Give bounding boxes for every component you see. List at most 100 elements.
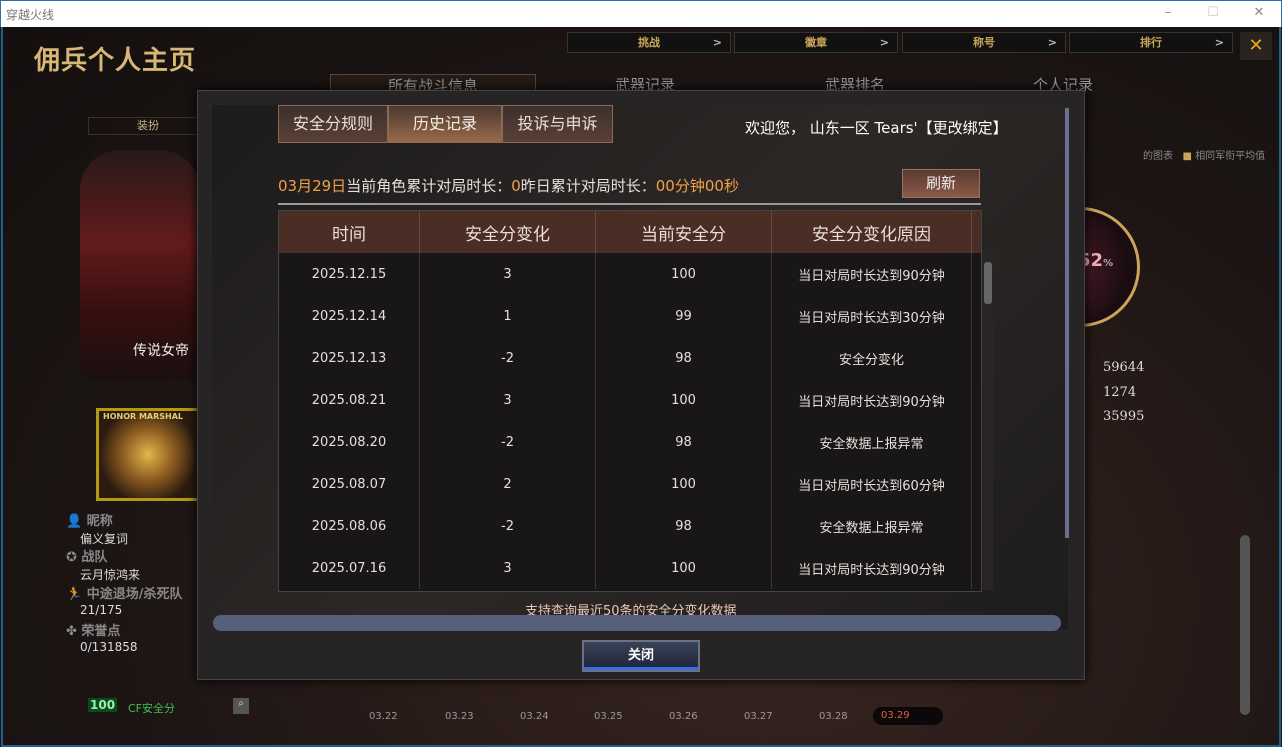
stat-1: 59644 [1103, 360, 1145, 375]
cell-time: 2025.12.14 [279, 295, 420, 337]
col-current: 当前安全分 [596, 211, 772, 253]
dress-button[interactable]: 装扮 [88, 117, 208, 135]
window-title: 穿越火线 [6, 8, 55, 22]
label-text: 荣誉点 [81, 624, 121, 639]
legend-2: 相同军衔平均值 [1195, 151, 1266, 162]
divider [278, 203, 981, 205]
nav-badge[interactable]: 徽章 > [734, 32, 898, 53]
date-label[interactable]: 03.26 [669, 711, 698, 722]
cell-reason: 当日对局时长达到90分钟 [772, 379, 972, 421]
col-time: 时间 [279, 211, 420, 253]
cell-current: 100 [596, 463, 772, 505]
honor-label: ✤ 荣誉点 [66, 624, 121, 639]
table-scrollbar[interactable] [983, 254, 993, 590]
honor-value: 0/131858 [80, 640, 138, 654]
tab-rules[interactable]: 安全分规则 [278, 105, 388, 143]
close-icon[interactable]: ✕ [1240, 32, 1272, 60]
cell-change: -2 [420, 505, 596, 547]
close-button[interactable]: 关闭 [582, 640, 700, 672]
nav-label: 排行 [1140, 36, 1162, 49]
date-label[interactable]: 03.27 [744, 711, 773, 722]
table-header: 时间 安全分变化 当前安全分 安全分变化原因 [279, 211, 981, 253]
minimize-button[interactable]: – [1164, 5, 1172, 20]
nav-label: 称号 [973, 36, 995, 49]
refresh-button[interactable]: 刷新 [902, 169, 980, 198]
welcome-text[interactable]: 欢迎您， 山东一区 Tears'【更改绑定】 [745, 119, 1008, 137]
nav-label: 徽章 [805, 36, 827, 49]
window-close-button[interactable]: ✕ [1253, 5, 1265, 20]
col-reason: 安全分变化原因 [772, 211, 972, 253]
label-text: 战队 [81, 550, 108, 565]
maximize-button[interactable]: ☐ [1207, 5, 1219, 20]
team-value: 云月惊鸿来 [80, 568, 141, 582]
table-row: 2025.07.16 3 100 当日对局时长达到90分钟 [279, 547, 981, 589]
stat-2: 1274 [1103, 385, 1137, 400]
date-label[interactable]: 03.24 [520, 711, 549, 722]
date-label[interactable]: 03.23 [445, 711, 474, 722]
cell-change: 3 [420, 253, 596, 295]
page-title: 佣兵个人主页 [34, 46, 197, 76]
dialog-vertical-scrollbar[interactable] [1065, 108, 1069, 538]
nav-rank[interactable]: 排行 > [1069, 32, 1233, 53]
cell-time: 2025.08.20 [279, 421, 420, 463]
label-text: 中途退场/杀死队 [86, 587, 183, 602]
history-table: 时间 安全分变化 当前安全分 安全分变化原因 2025.12.15 3 100 当日对… [278, 210, 982, 592]
col-change: 安全分变化 [420, 211, 596, 253]
legend-1: 的图表 [1143, 151, 1173, 162]
label-text: 昵称 [86, 514, 113, 529]
cell-reason: 安全数据上报异常 [772, 421, 972, 463]
bg-tab-personal[interactable]: 个人记录 [1032, 76, 1093, 94]
cell-change: -2 [420, 337, 596, 379]
cell-change: 1 [420, 295, 596, 337]
character-name: 传说女帝 [133, 343, 189, 359]
cell-reason: 当日对局时长达到90分钟 [772, 253, 972, 295]
cell-reason: 当日对局时长达到90分钟 [772, 547, 972, 589]
bg-tab-weapon-rank[interactable]: 武器排名 [824, 76, 885, 94]
cell-time: 2025.08.06 [279, 505, 420, 547]
bg-tab-weapon-record[interactable]: 武器记录 [614, 76, 675, 94]
quit-kill-value: 21/175 [80, 603, 123, 617]
table-row: 2025.08.21 3 100 当日对局时长达到90分钟 [279, 379, 981, 421]
cell-reason: 当日对局时长达到30分钟 [772, 295, 972, 337]
rank-badge: HONOR MARSHAL [96, 408, 200, 501]
date-label[interactable]: 03.25 [594, 711, 623, 722]
cf-score-label: CF安全分 [128, 702, 176, 715]
nickname-value: 偏义复词 [80, 532, 129, 546]
cell-time: 2025.08.21 [279, 379, 420, 421]
badge-text: HONOR MARSHAL [103, 412, 183, 421]
right-scrollbar[interactable] [1240, 535, 1250, 715]
info-label-1: 当前角色累计对局时长： [346, 177, 512, 195]
nav-title[interactable]: 称号 > [902, 32, 1066, 53]
horizontal-scrollbar[interactable] [213, 615, 1061, 631]
gauge-unit: % [1103, 258, 1114, 269]
cell-current: 100 [596, 379, 772, 421]
tab-appeal[interactable]: 投诉与申诉 [502, 105, 613, 143]
tab-history[interactable]: 历史记录 [388, 105, 502, 143]
cell-reason: 安全数据上报异常 [772, 505, 972, 547]
table-row: 2025.08.07 2 100 当日对局时长达到60分钟 [279, 463, 981, 505]
date-label[interactable]: 03.22 [369, 711, 398, 722]
nav-challenge[interactable]: 挑战 > [567, 32, 731, 53]
info-date: 03月29日 [278, 177, 347, 195]
cell-change: 2 [420, 463, 596, 505]
table-row: 2025.08.20 -2 98 安全数据上报异常 [279, 421, 981, 463]
chevron-right-icon: > [1047, 36, 1057, 49]
table-row: 2025.12.15 3 100 当日对局时长达到90分钟 [279, 253, 981, 295]
cell-current: 98 [596, 421, 772, 463]
cell-change: -2 [420, 421, 596, 463]
date-label[interactable]: 03.28 [819, 711, 848, 722]
cell-time: 2025.12.15 [279, 253, 420, 295]
date-selected[interactable]: 03.29 [873, 707, 943, 725]
cell-change: 3 [420, 379, 596, 421]
chevron-right-icon: > [1214, 36, 1224, 49]
chevron-right-icon: > [879, 36, 889, 49]
team-label: ✪ 战队 [66, 550, 108, 565]
search-icon[interactable]: ⌕ [233, 698, 249, 714]
cell-reason: 安全分变化 [772, 337, 972, 379]
info-value-2: 00分钟00秒 [655, 177, 739, 195]
legend-swatch: ■ [1182, 151, 1192, 162]
chevron-right-icon: > [712, 36, 722, 49]
table-scroll-thumb[interactable] [984, 262, 992, 304]
cell-time: 2025.12.13 [279, 337, 420, 379]
play-time-info: 03月29日当前角色累计对局时长：0昨日累计对局时长：00分钟00秒 [278, 175, 739, 196]
